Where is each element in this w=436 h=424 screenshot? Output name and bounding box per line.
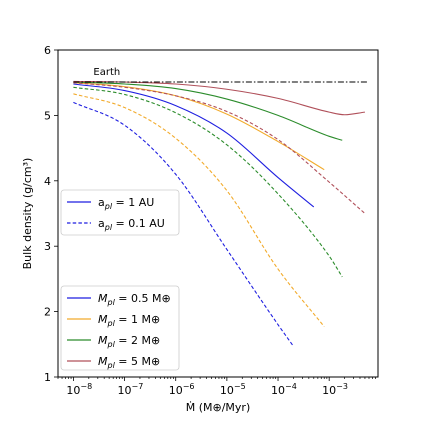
series-line-dashed-2-mearth — [73, 86, 343, 278]
x-axis-label: Ṁ (M⊕/Myr) — [186, 401, 251, 414]
y-axis-label: Bulk density (g/cm³) — [21, 158, 34, 270]
legend-box-style — [60, 189, 180, 236]
legend-label-style: apl = 0.1 AU — [98, 217, 165, 232]
x-tick-label: 10−5 — [220, 382, 246, 397]
y-tick-label: 2 — [44, 306, 51, 319]
legend-layer: apl = 1 AU apl = 0.1 AU Mpl = 0.5 M⊕ Mpl = … — [60, 189, 180, 371]
legend-label-style: apl = 1 AU — [98, 196, 154, 211]
series-line-dashed-0p5-mearth — [73, 101, 294, 347]
earth-reference-label: Earth — [93, 67, 120, 78]
legend-label-mass: Mpl = 0.5 M⊕ — [98, 292, 171, 307]
series-line-solid-2-mearth — [73, 81, 343, 141]
plot-frame — [57, 49, 379, 378]
reference-layer: Earth — [73, 67, 369, 83]
series-line-solid-1-mearth — [73, 82, 325, 171]
x-tick-label: 10−6 — [169, 382, 195, 397]
x-tick-label: 10−4 — [271, 382, 297, 397]
legend-box-mass — [60, 285, 180, 371]
y-tick-label: 6 — [44, 44, 51, 57]
series-line-solid-0p5-mearth — [73, 83, 315, 208]
y-tick-label: 5 — [44, 109, 51, 122]
series-line-dashed-1-mearth — [73, 93, 325, 327]
legend-label-mass: Mpl = 5 M⊕ — [98, 355, 160, 370]
y-tick-label: 4 — [44, 175, 51, 188]
y-tick-label: 1 — [44, 371, 51, 384]
legend-label-mass: Mpl = 2 M⊕ — [98, 334, 160, 349]
x-tick-label: 10−7 — [118, 382, 144, 397]
x-tick-label: 10−8 — [66, 382, 92, 397]
x-tick-label: 10−3 — [322, 382, 348, 397]
legend-label-mass: Mpl = 1 M⊕ — [98, 313, 160, 328]
series-line-dashed-5-mearth — [73, 82, 366, 214]
axes-layer: 10−8 10−7 10−6 10−5 10−4 10−3 1 2 3 4 5 6 Ṁ (M⊕/Myr)… — [21, 44, 379, 414]
y-tick-label: 3 — [44, 240, 51, 253]
